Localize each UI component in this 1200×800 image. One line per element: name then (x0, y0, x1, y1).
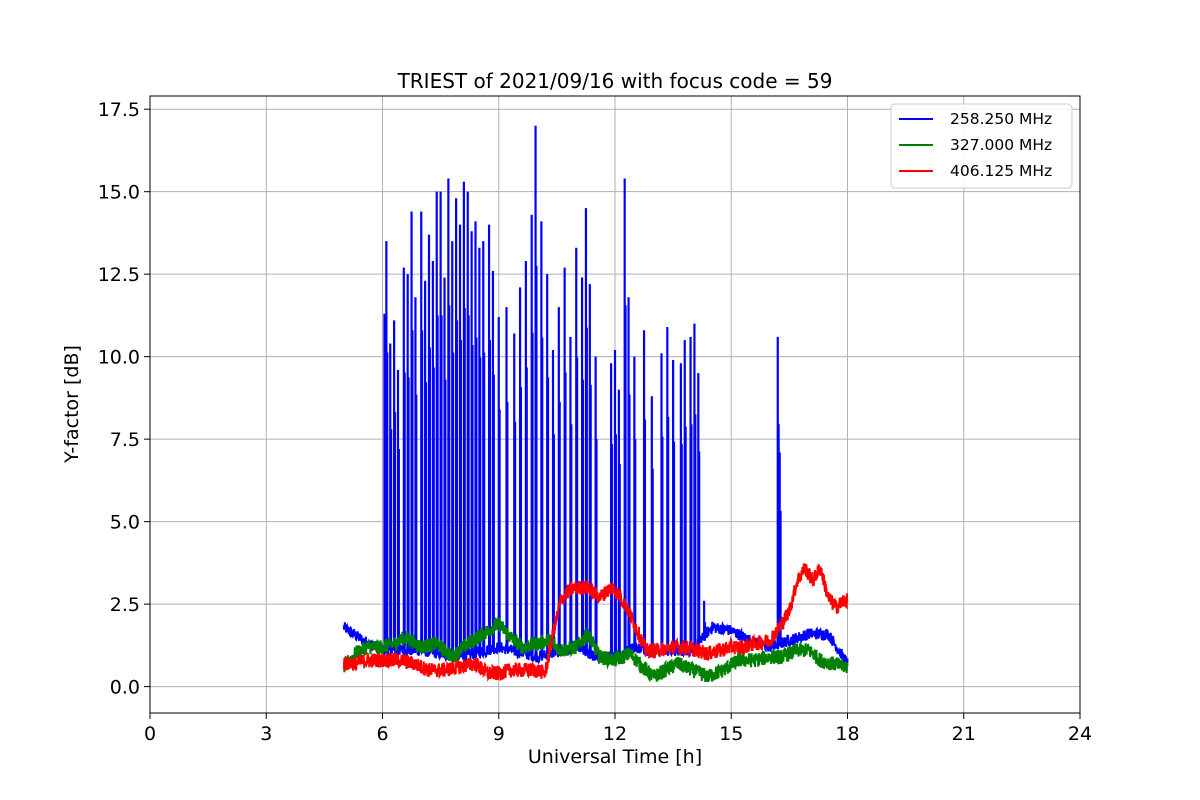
legend: 258.250 MHz 327.000 MHz 406.125 MHz (890, 103, 1073, 189)
legend-box (890, 103, 1073, 189)
y-tick-label: 2.5 (110, 594, 140, 616)
y-tick-label: 10.0 (98, 347, 140, 369)
ticks: 0 3 6 9 12 15 18 21 24 0.0 2.5 5.0 7.5 10.0 12.5 15.0 17… (98, 99, 1092, 745)
x-tick-label: 24 (1068, 723, 1092, 745)
x-tick-label: 3 (260, 723, 272, 745)
x-axis-label: Universal Time [h] (528, 746, 702, 768)
y-tick-label: 0.0 (110, 677, 140, 699)
series-layer (342, 125, 849, 683)
y-axis-label: Y-factor [dB] (61, 345, 83, 464)
legend-label: 406.125 MHz (950, 162, 1052, 180)
x-tick-label: 12 (603, 723, 627, 745)
y-tick-label: 17.5 (98, 99, 140, 121)
x-tick-label: 0 (144, 723, 156, 745)
legend-label: 258.250 MHz (950, 110, 1052, 128)
chart-title: TRIEST of 2021/09/16 with focus code = 5… (397, 69, 833, 93)
x-tick-label: 9 (493, 723, 505, 745)
x-tick-label: 21 (952, 723, 976, 745)
series-line-406 (342, 563, 849, 682)
y-tick-label: 5.0 (110, 512, 140, 534)
x-tick-label: 18 (835, 723, 859, 745)
y-tick-label: 7.5 (110, 429, 140, 451)
y-tick-label: 12.5 (98, 264, 140, 286)
x-tick-label: 15 (719, 723, 743, 745)
legend-label: 327.000 MHz (950, 136, 1052, 154)
y-tick-label: 15.0 (98, 182, 140, 204)
x-tick-label: 6 (376, 723, 388, 745)
series-line-327 (342, 616, 849, 683)
